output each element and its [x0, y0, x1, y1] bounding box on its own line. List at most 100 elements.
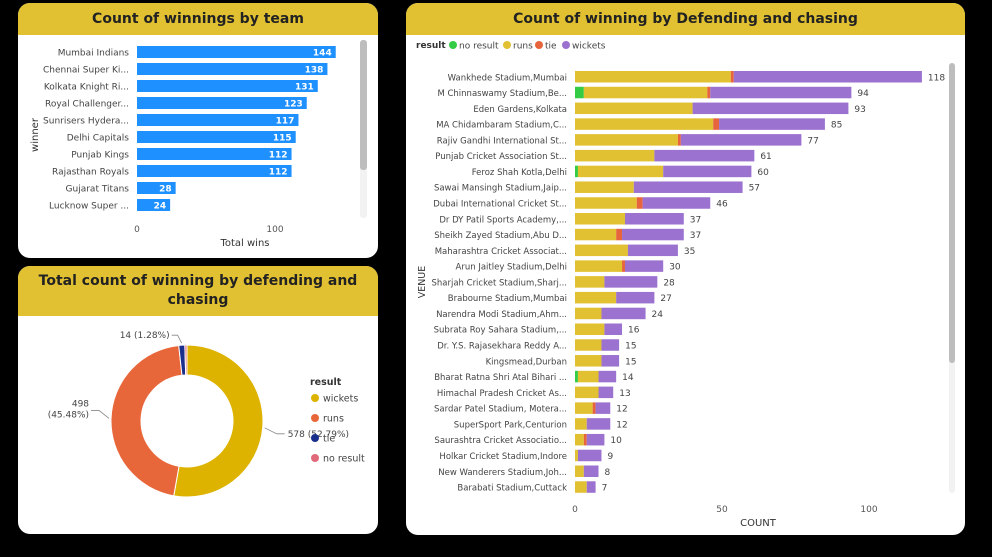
venue-bar-wickets [616, 291, 655, 304]
donut-label-wickets: 578 (52.79%) [288, 430, 349, 440]
venue-bar-wickets [710, 86, 852, 99]
venue-total-label: 37 [690, 231, 701, 241]
venue-category-label: Dr DY Patil Sports Academy,... [439, 215, 567, 225]
venue-bar-runs [575, 339, 602, 351]
venue-category-label: Sharjah Cricket Stadium,Sharj... [431, 278, 567, 288]
team-category-label: Royal Challenger... [45, 100, 129, 110]
venue-bar-tie [707, 86, 711, 99]
venue-category-label: SuperSport Park,Centurion [454, 420, 567, 430]
venue-x-axis-title: COUNT [740, 518, 777, 529]
venue-category-label: Rajiv Gandhi International St... [437, 136, 567, 146]
venue-bar-no-result [575, 86, 584, 99]
venue-bar-runs [575, 291, 617, 304]
venue-bar-tie [592, 402, 596, 414]
donut-label-runs-line2: (45.48%) [48, 410, 89, 420]
venue-bar-wickets [624, 260, 664, 272]
venue-bar-tie [636, 197, 643, 209]
venue-bar-wickets [624, 213, 684, 225]
team-value-label: 123 [284, 100, 303, 110]
team-x-tick: 0 [134, 225, 140, 235]
team-category-label: Kolkata Knight Ri... [44, 83, 129, 93]
venue-legend-marker [503, 41, 511, 49]
venue-bar-wickets [654, 149, 755, 162]
donut-slice-runs [110, 344, 183, 497]
venue-bar-wickets [598, 370, 617, 383]
venue-category-label: Holkar Cricket Stadium,Indore [439, 452, 567, 462]
venue-bar-wickets [601, 339, 620, 351]
team-category-label: Rajasthan Royals [52, 168, 129, 178]
team-value-label: 112 [269, 168, 288, 178]
venue-bar-runs [575, 213, 625, 225]
donut-leader-runs [91, 410, 110, 419]
venue-total-label: 60 [757, 168, 769, 178]
team-value-label: 144 [313, 49, 332, 59]
team-bar [137, 199, 171, 211]
venue-category-label: Dubai International Cricket St... [433, 199, 567, 209]
venue-bar-tie [616, 228, 623, 241]
team-category-label: Mumbai Indians [58, 49, 130, 59]
donut-legend-marker [311, 394, 319, 402]
venue-bar-runs [575, 355, 602, 367]
venue-category-label: Sheikh Zayed Stadium,Abu D... [434, 231, 567, 241]
venue-bar-wickets [586, 433, 605, 446]
venue-total-label: 9 [607, 452, 613, 462]
donut-legend-label: tie [323, 434, 335, 445]
venue-chart-scrollbar[interactable] [949, 63, 955, 493]
donut-label-tie: 14 (1.28%) [120, 331, 170, 341]
venue-bar-runs [575, 307, 602, 320]
venue-bar-runs [583, 86, 708, 99]
donut-legend-label: no result [323, 454, 365, 465]
team-bar [137, 182, 176, 194]
venue-chart: result no result runs tie wickets Wankhede St… [416, 41, 945, 529]
venue-bar-wickets [622, 228, 684, 241]
venue-total-label: 14 [622, 373, 634, 383]
venue-category-label: New Wanderers Stadium,Joh... [438, 468, 567, 478]
venue-bar-wickets [663, 165, 752, 178]
venue-total-label: 30 [669, 263, 681, 273]
venue-chart-scroll-thumb[interactable] [949, 63, 955, 363]
venue-bar-runs [575, 260, 623, 272]
venue-bar-wickets [601, 307, 646, 320]
venue-x-tick: 0 [572, 505, 578, 515]
venue-bar-wickets [586, 418, 611, 430]
venue-bar-runs [575, 449, 578, 462]
venue-total-label: 35 [684, 247, 695, 257]
donut-label-runs-line1: 498 [72, 399, 89, 409]
venue-legend-marker [449, 41, 457, 49]
venue-bar-tie [713, 118, 720, 130]
venue-total-label: 57 [749, 184, 760, 194]
venue-x-tick: 50 [716, 505, 728, 515]
team-chart-scroll-thumb[interactable] [360, 40, 367, 170]
venue-legend-marker [535, 41, 543, 49]
venue-category-label: MA Chidambaram Stadium,C... [436, 121, 567, 131]
venue-total-label: 13 [619, 389, 630, 399]
team-value-label: 112 [269, 151, 288, 161]
venue-bar-runs [575, 118, 714, 130]
venue-bar-runs [575, 465, 584, 477]
venue-bar-wickets [583, 465, 599, 477]
venue-bar-wickets [601, 355, 620, 367]
team-chart-scrollbar[interactable] [360, 40, 367, 218]
venue-category-label: Kingsmead,Durban [486, 357, 567, 367]
venue-total-label: 16 [628, 326, 640, 336]
venue-total-label: 15 [625, 342, 636, 352]
team-category-label: Gujarat Titans [66, 185, 130, 195]
venue-category-label: Sardar Patel Stadium, Motera... [434, 405, 567, 415]
venue-bar-runs [575, 228, 617, 241]
venue-legend-label: runs [513, 42, 533, 52]
venue-legend-label: no result [459, 42, 499, 52]
venue-total-label: 85 [831, 121, 842, 131]
team-category-label: Sunrisers Hydera... [43, 117, 129, 127]
venue-total-label: 46 [716, 199, 728, 209]
donut-legend-title: result [310, 377, 342, 388]
venue-bar-runs [575, 323, 605, 335]
venue-bar-wickets [595, 402, 611, 414]
team-wins-panel: Count of winnings by team Mumbai Indians… [18, 3, 378, 258]
venue-bar-wickets [586, 481, 596, 493]
venue-bar-wickets [627, 244, 678, 257]
team-value-label: 115 [273, 134, 292, 144]
venue-total-label: 15 [625, 357, 636, 367]
venue-bar-tie [730, 71, 734, 83]
venue-bar-tie [583, 433, 587, 446]
team-bar [137, 148, 292, 160]
